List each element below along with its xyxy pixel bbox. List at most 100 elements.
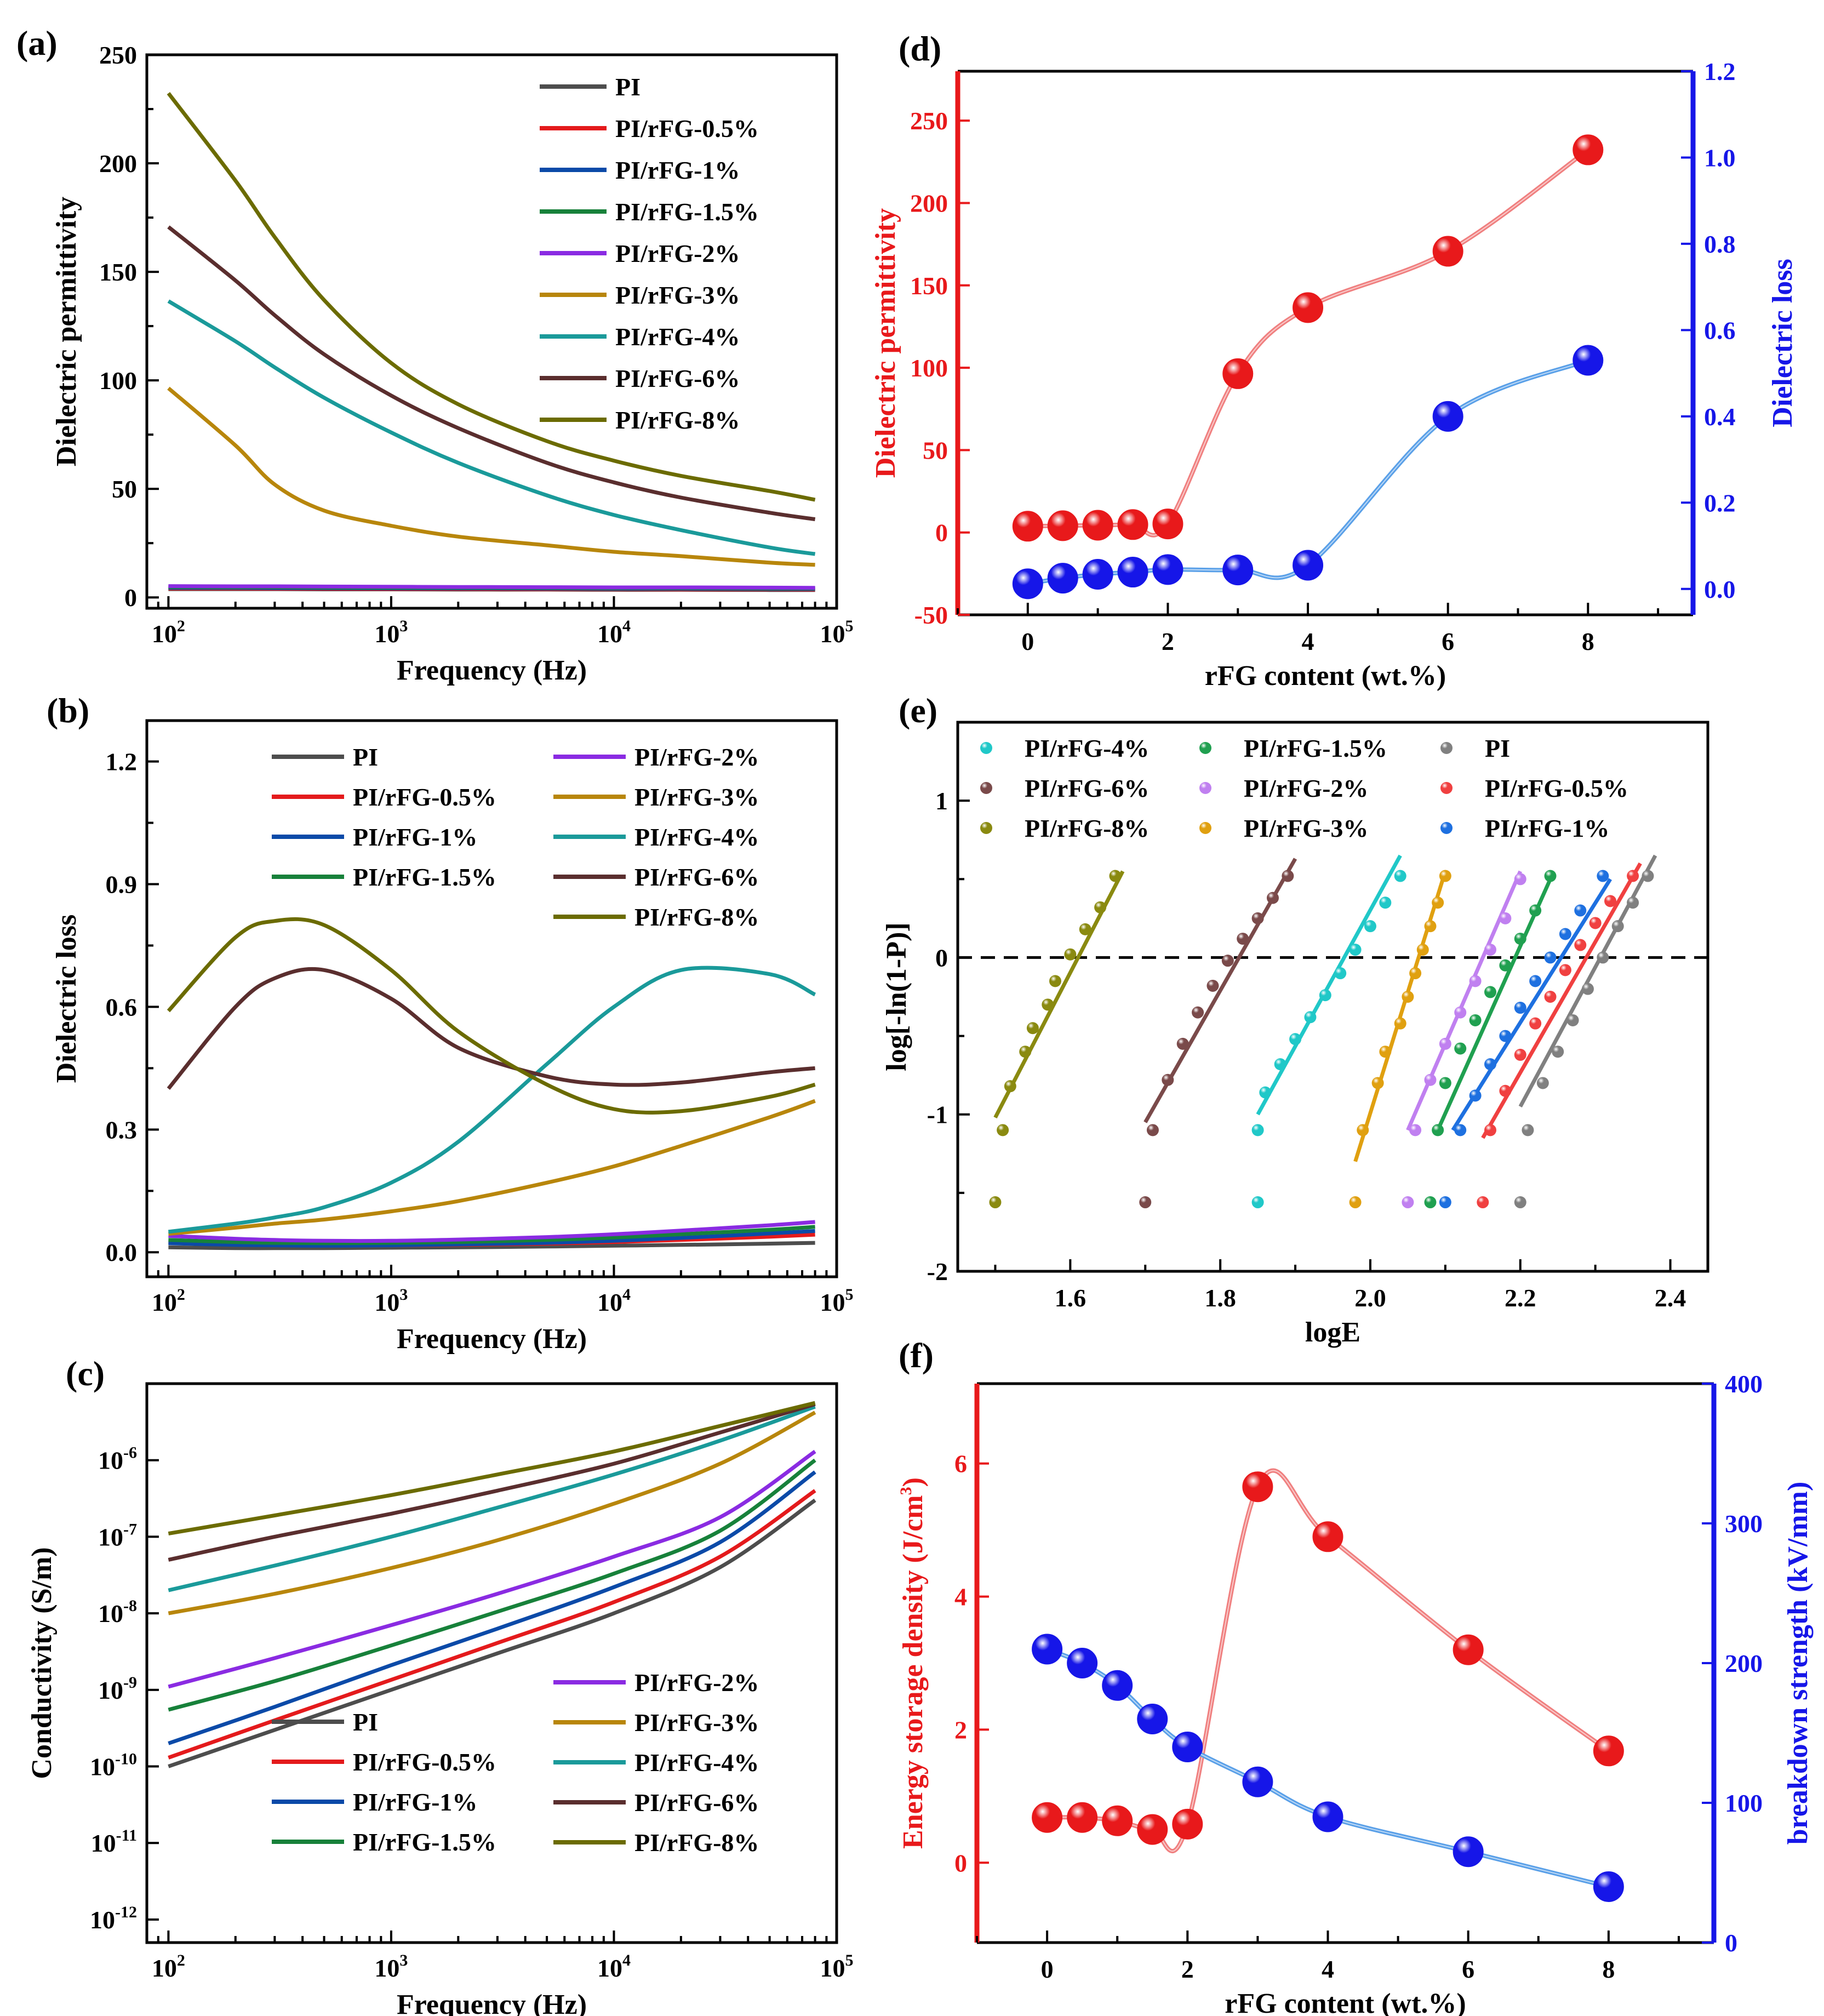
y-right-tick-label: 0 <box>1725 1929 1737 1957</box>
series-line-PI/rFG-1.5% <box>168 1458 816 1712</box>
panel-label: (b) <box>47 691 89 730</box>
series-line-PI/rFG-4% <box>168 966 816 1234</box>
legend-label-PI/rFG-0.5%: PI/rFG-0.5% <box>1485 774 1628 802</box>
data-point-PI/rFG-1.5% <box>1439 1077 1451 1089</box>
data-point-Dielectric loss <box>1152 554 1183 585</box>
data-point-PI/rFG-8% <box>1109 870 1122 882</box>
legend-label-PI/rFG-6%: PI/rFG-6% <box>1025 774 1149 802</box>
x-tick-label: 103 <box>374 1951 408 1982</box>
series-line-Dielectric permittivity <box>1027 148 1589 538</box>
x-tick-label: 1.8 <box>1204 1284 1236 1312</box>
data-point-PI/rFG-8% <box>1026 1022 1039 1035</box>
y-right-tick-label: 0.2 <box>1704 489 1736 517</box>
data-point-Energy storage density <box>1032 1802 1063 1833</box>
series-line-PI/rFG-2% <box>168 1449 816 1689</box>
legend-label-PI/rFG-4%: PI/rFG-4% <box>615 323 740 351</box>
x-tick-label: 105 <box>820 1951 854 1982</box>
legend-label-PI/rFG-2%: PI/rFG-2% <box>1244 774 1368 802</box>
y-left-tick-label: 4 <box>954 1583 967 1611</box>
data-point-PI/rFG-1.5% <box>1469 1014 1482 1026</box>
legend-marker-PI/rFG-3% <box>1199 822 1211 834</box>
data-point-Energy storage density <box>1102 1805 1133 1836</box>
data-point-PI/rFG-8% <box>1064 948 1077 961</box>
y-tick-label: 10-6 <box>98 1444 137 1475</box>
data-point-PI/rFG-6% <box>1207 979 1219 992</box>
data-point-breakdown strength <box>1102 1670 1133 1701</box>
data-point-PI/rFG-0.5% <box>1529 1017 1542 1030</box>
data-point-Energy storage density <box>1067 1802 1098 1833</box>
series-line-PI <box>168 1498 816 1768</box>
data-point-Dielectric permittivity <box>1432 236 1463 267</box>
legend-label-PI/rFG-8%: PI/rFG-8% <box>615 406 740 434</box>
series-line-PI/rFG-3% <box>168 1410 816 1615</box>
legend-label-PI/rFG-1.5%: PI/rFG-1.5% <box>615 198 759 226</box>
legend-label-PI/rFG-8%: PI/rFG-8% <box>1025 814 1149 842</box>
data-point-PI/rFG-1.5% <box>1424 1196 1437 1209</box>
data-point-breakdown strength <box>1032 1634 1063 1665</box>
legend-label-PI/rFG-1%: PI/rFG-1% <box>353 1788 477 1816</box>
legend-label-PI/rFG-3%: PI/rFG-3% <box>634 1709 759 1737</box>
data-point-breakdown strength <box>1593 1871 1624 1902</box>
legend-label-PI/rFG-3%: PI/rFG-3% <box>1244 814 1368 842</box>
data-point-PI/rFG-1% <box>1499 1030 1512 1042</box>
data-point-breakdown strength <box>1453 1836 1484 1867</box>
legend-label-PI/rFG-0.5%: PI/rFG-0.5% <box>615 115 759 142</box>
series-line-PI/rFG-1.5% <box>168 1225 815 1246</box>
y-left-tick-label: 0 <box>954 1849 967 1877</box>
fit-line-PI/rFG-4% <box>1256 854 1402 1116</box>
legend-label-PI/rFG-1.5%: PI/rFG-1.5% <box>353 1828 496 1856</box>
data-point-PI/rFG-4% <box>1251 1124 1264 1137</box>
y-tick-label: 200 <box>99 150 137 178</box>
data-point-PI/rFG-1% <box>1439 1196 1451 1209</box>
series-line-PI/rFG-4% <box>168 1404 816 1592</box>
data-point-PI/rFG-1% <box>1574 904 1587 917</box>
data-point-PI/rFG-0.5% <box>1589 917 1602 929</box>
x-tick-label: 6 <box>1442 627 1454 655</box>
legend-marker-PI/rFG-2% <box>1199 782 1211 794</box>
data-point-PI/rFG-0.5% <box>1477 1196 1489 1209</box>
y-tick-label: 10-12 <box>90 1903 137 1934</box>
x-tick-label: 104 <box>597 1951 631 1982</box>
data-point-Dielectric permittivity <box>1047 510 1078 541</box>
data-point-PI <box>1566 1014 1579 1026</box>
y-right-tick-label: 0.0 <box>1704 575 1736 603</box>
data-point-PI/rFG-1% <box>1529 975 1542 987</box>
data-point-Dielectric permittivity <box>1573 134 1604 165</box>
panel-c-conductivity-vs-frequency: 102 103 104 105 10-12 10-11 10-10 10-9 10-8 10-7 1… <box>26 1354 854 2016</box>
y-tick-label: -2 <box>927 1258 948 1286</box>
x-tick-label: 103 <box>374 617 408 648</box>
x-tick-label: 103 <box>374 1286 408 1316</box>
data-point-PI/rFG-2% <box>1499 912 1512 924</box>
y-left-tick-label: 6 <box>954 1450 967 1478</box>
legend-label-PI/rFG-6%: PI/rFG-6% <box>634 1789 759 1817</box>
data-point-PI/rFG-4% <box>1259 1086 1272 1099</box>
data-point-breakdown strength <box>1172 1732 1203 1762</box>
data-point-PI/rFG-6% <box>1139 1196 1152 1209</box>
data-point-PI/rFG-0.5% <box>1484 1124 1496 1137</box>
data-point-PI/rFG-4% <box>1289 1033 1302 1046</box>
x-tick-label: 4 <box>1302 627 1314 655</box>
y-tick-label: 10-11 <box>91 1826 137 1857</box>
x-tick-label: 102 <box>152 1951 185 1982</box>
y-right-axis-title: breakdown strength (kV/mm) <box>1782 1482 1814 1845</box>
data-point-Dielectric loss <box>1082 558 1113 590</box>
x-tick-label: 8 <box>1602 1955 1615 1983</box>
legend-label-PI/rFG-4%: PI/rFG-4% <box>634 1749 759 1777</box>
data-point-PI/rFG-2% <box>1409 1124 1422 1137</box>
data-point-Dielectric permittivity <box>1012 511 1043 542</box>
data-point-PI/rFG-4% <box>1364 920 1376 933</box>
data-point-PI/rFG-6% <box>1266 892 1279 904</box>
y-right-tick-label: 400 <box>1725 1370 1763 1398</box>
legend-label-PI/rFG-1%: PI/rFG-1% <box>1485 814 1609 842</box>
data-point-breakdown strength <box>1312 1801 1343 1832</box>
series-line-PI/rFG-3% <box>167 386 815 567</box>
y-tick-label: 10-9 <box>98 1674 137 1704</box>
x-tick-label: 2 <box>1162 627 1174 655</box>
data-point-PI/rFG-3% <box>1409 967 1422 980</box>
series-line-PI/rFG-6% <box>167 967 815 1090</box>
y-right-tick-label: 0.6 <box>1704 316 1736 344</box>
legend-label-PI/rFG-3%: PI/rFG-3% <box>634 783 759 811</box>
data-point-PI <box>1611 920 1624 933</box>
data-point-PI/rFG-6% <box>1176 1037 1189 1050</box>
y-right-tick-label: 300 <box>1725 1510 1763 1538</box>
